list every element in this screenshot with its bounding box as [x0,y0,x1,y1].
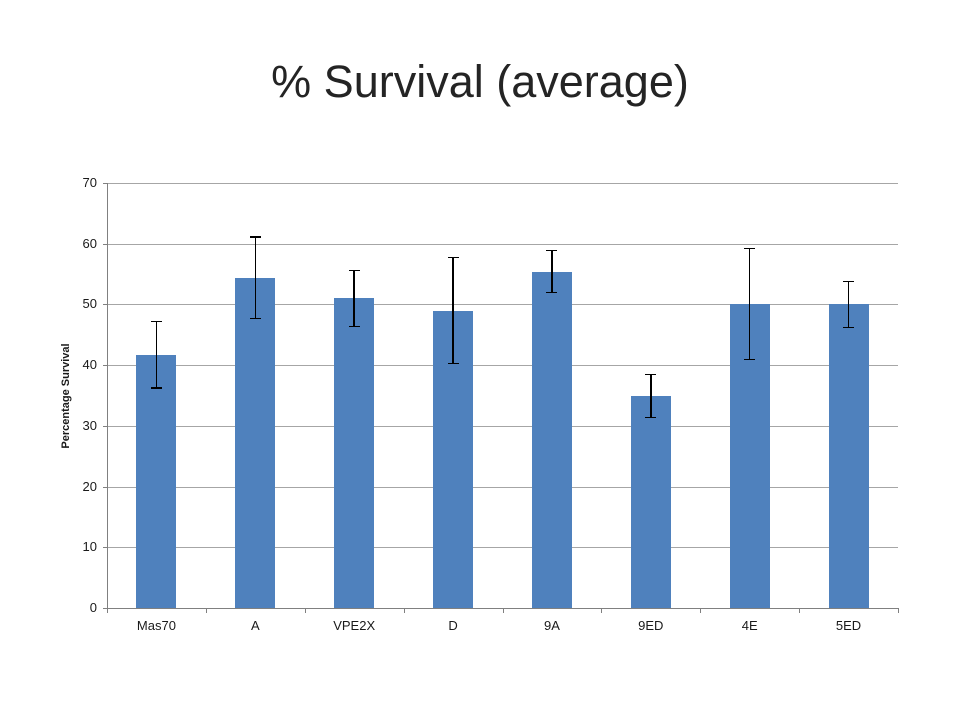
error-bar-cap-bottom [447,362,459,365]
bar-5ed [828,304,869,608]
gridline [107,486,898,488]
y-axis-tick [103,425,107,427]
error-bar-line [452,257,454,364]
x-axis-tick [502,608,504,613]
error-bar-cap-top [546,249,558,252]
error-bar-cap-bottom [843,326,855,329]
bar-9ed [630,395,671,608]
y-tick-label: 70 [82,175,97,190]
error-bar-cap-bottom [348,325,360,328]
error-bar-cap-top [744,247,756,250]
error-bar-cap-bottom [744,358,756,361]
y-tick-label: 40 [82,357,97,373]
y-tick-label: 0 [89,600,97,615]
y-tick-label: 50 [82,296,97,312]
x-axis-tick [700,608,702,613]
bar-9a [531,271,572,608]
y-axis-tick [103,365,107,367]
x-category-label: 9ED [638,618,664,633]
x-axis-tick [304,608,306,613]
x-category-label: 5ED [835,618,862,633]
gridline [107,365,898,367]
error-bar-line [155,321,158,389]
y-axis-tick [103,486,107,488]
gridline [107,304,898,306]
error-bar-cap-top [348,269,360,272]
error-bar-line [847,281,850,328]
y-tick-label: 20 [82,478,97,494]
gridline [107,183,898,184]
x-category-label: A [250,618,260,633]
y-tick-label: 10 [82,539,97,555]
x-axis-tick [403,608,405,613]
gridline [107,425,898,427]
error-bar-cap-bottom [150,387,162,389]
y-tick-label: 30 [82,417,97,433]
x-category-label: VPE2X [333,618,376,633]
bar-a [235,277,276,608]
x-axis-tick [898,608,899,613]
error-bar-cap-top [249,236,261,238]
error-bar-line [551,250,553,293]
error-bar-cap-bottom [645,416,657,419]
x-axis-tick [205,608,207,613]
error-bar-cap-top [645,373,657,375]
y-axis-line [107,183,108,609]
gridline [107,547,898,549]
error-bar-cap-top [843,280,855,283]
error-bar-cap-top [150,320,162,323]
x-category-label: 4E [741,618,758,633]
y-tick-label: 60 [82,235,97,251]
chart-title: % Survival (average) [271,56,689,107]
x-axis-tick [799,608,801,613]
x-category-label: Mas70 [136,618,176,633]
error-bar-cap-top [447,256,459,259]
y-axis-tick [103,547,107,549]
x-axis-tick [107,608,108,613]
y-axis-tick [103,243,107,245]
error-bar-line [353,270,355,327]
error-bar-line [748,248,751,360]
error-bar-line [254,237,257,319]
y-axis-tick [103,304,107,306]
y-axis-tick [103,608,107,609]
error-bar-line [650,374,652,418]
x-category-label: D [448,618,458,633]
x-category-label: 9A [543,618,560,633]
error-bar-cap-bottom [546,291,558,294]
error-bar-cap-bottom [249,317,261,320]
gridline [107,243,898,245]
bar-mas70 [136,354,177,608]
bar-vpe2x [334,298,375,608]
x-axis-tick [601,608,603,613]
y-axis-tick [103,183,107,184]
